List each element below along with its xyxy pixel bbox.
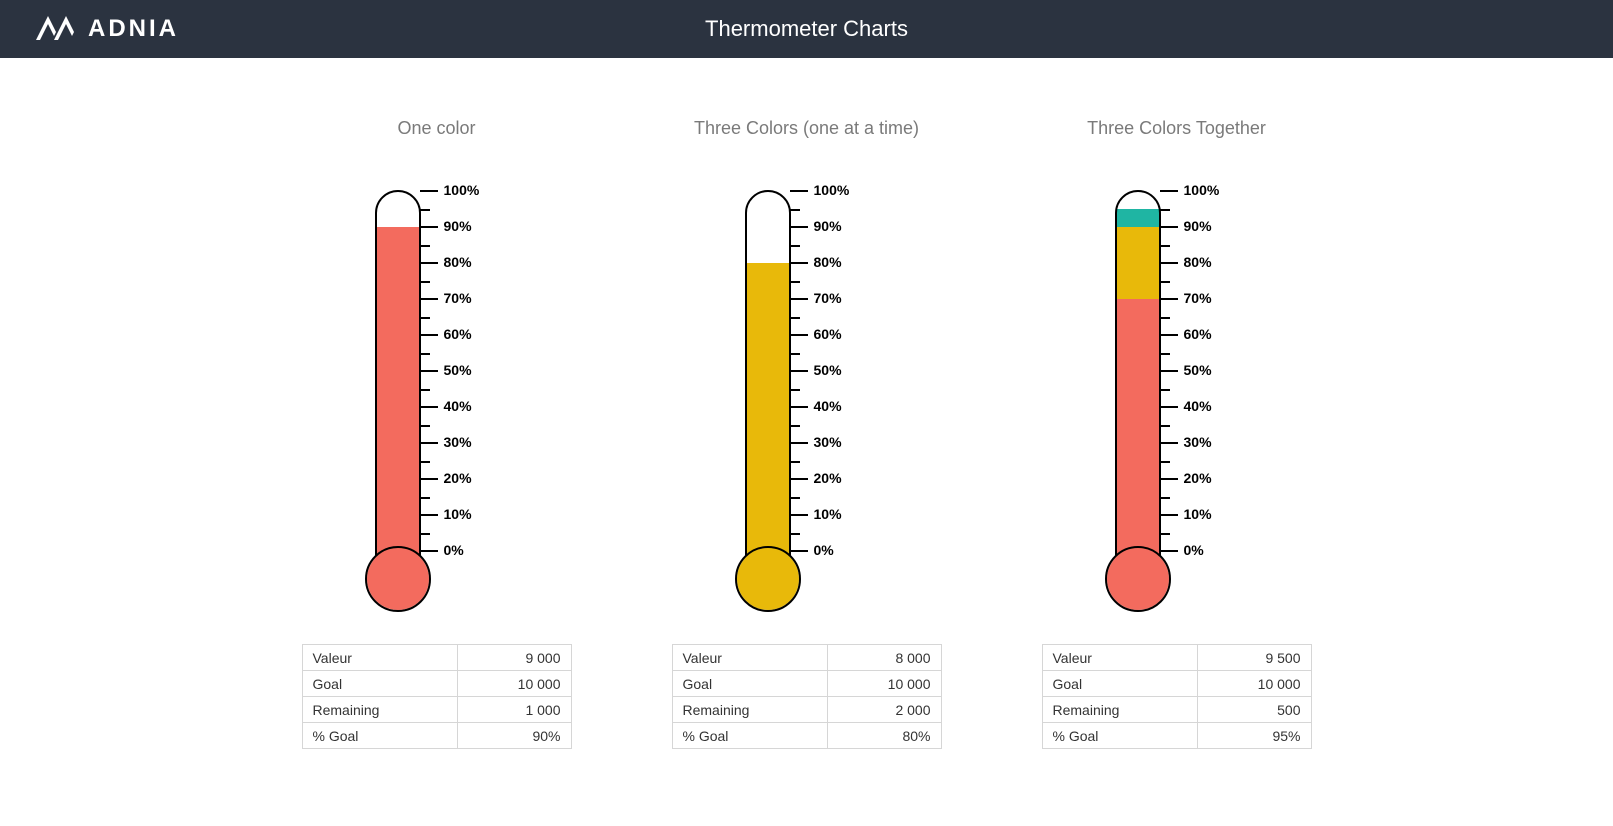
thermometer-bulb [1107,548,1169,610]
table-row: Goal10 000 [1042,671,1311,697]
tick-label: 100% [444,182,480,198]
tick-label: 90% [1184,218,1212,234]
tick-label: 10% [444,506,472,522]
table-row: Valeur8 000 [672,645,941,671]
table-row: Remaining500 [1042,697,1311,723]
table-label: Remaining [302,697,458,723]
thermometer-segment [377,227,419,551]
tick-label: 50% [444,362,472,378]
tick-label: 60% [814,326,842,342]
table-row: Remaining2 000 [672,697,941,723]
table-row: % Goal90% [302,723,571,749]
tick-label: 60% [1184,326,1212,342]
thermometer: 0% 10% 20% 30% 40% 50% 60% 70% 80% 90% 100% [1092,169,1262,614]
table-value: 90% [458,723,571,749]
table-label: Valeur [1042,645,1198,671]
tick-label: 20% [814,470,842,486]
tick-label: 80% [1184,254,1212,270]
table-value: 80% [828,723,941,749]
thermometer-segment [1117,299,1159,551]
brand-logo: ADNIA [34,12,179,47]
table-row: Valeur9 500 [1042,645,1311,671]
tick-label: 40% [444,398,472,414]
tick-label: 50% [814,362,842,378]
table-value: 9 500 [1198,645,1311,671]
tick-label: 0% [444,542,464,558]
tick-label: 100% [814,182,850,198]
chart-title: Three Colors (one at a time) [694,118,919,139]
chart-column-three-colors-one: Three Colors (one at a time) 0% 10% 20% 30% 4… [657,118,957,749]
chart-title: One color [397,118,475,139]
tick-label: 40% [1184,398,1212,414]
tick-label: 10% [1184,506,1212,522]
table-value: 500 [1198,697,1311,723]
table-row: % Goal80% [672,723,941,749]
tick-label: 90% [444,218,472,234]
chart-column-one-color: One color 0% 10% 20% 30% 40% 50% 60% 70% 80% 90% 10… [287,118,587,749]
charts-container: One color 0% 10% 20% 30% 40% 50% 60% 70% 80% 90% 10… [0,58,1613,749]
table-value: 10 000 [828,671,941,697]
tick-label: 0% [814,542,834,558]
thermometer-bulb [367,548,429,610]
tick-label: 100% [1184,182,1220,198]
tick-label: 80% [814,254,842,270]
tick-label: 70% [814,290,842,306]
tick-label: 0% [1184,542,1204,558]
tick-label: 70% [444,290,472,306]
chart-data-table: Valeur8 000Goal10 000Remaining2 000% Goa… [672,644,942,749]
tick-label: 90% [814,218,842,234]
table-value: 10 000 [458,671,571,697]
table-value: 1 000 [458,697,571,723]
brand-text: ADNIA [88,15,179,43]
chart-data-table: Valeur9 000Goal10 000Remaining1 000% Goa… [302,644,572,749]
table-label: Goal [302,671,458,697]
table-label: Remaining [1042,697,1198,723]
thermometer-segment [1117,209,1159,227]
tick-label: 30% [814,434,842,450]
table-value: 10 000 [1198,671,1311,697]
table-label: % Goal [302,723,458,749]
table-label: Valeur [302,645,458,671]
tick-label: 80% [444,254,472,270]
thermometer-bulb [737,548,799,610]
tick-label: 60% [444,326,472,342]
table-row: Goal10 000 [672,671,941,697]
table-label: % Goal [672,723,828,749]
header: ADNIA Thermometer Charts [0,0,1613,58]
tick-label: 10% [814,506,842,522]
table-value: 2 000 [828,697,941,723]
table-label: Goal [1042,671,1198,697]
table-label: Valeur [672,645,828,671]
thermometer: 0% 10% 20% 30% 40% 50% 60% 70% 80% 90% 100% [722,169,892,614]
table-label: Goal [672,671,828,697]
table-row: Goal10 000 [302,671,571,697]
tick-label: 30% [444,434,472,450]
thermometer: 0% 10% 20% 30% 40% 50% 60% 70% 80% 90% 100% [352,169,522,614]
table-value: 9 000 [458,645,571,671]
chart-column-three-colors-together: Three Colors Together 0% 10% 20% 30% 40% 50% 60… [1027,118,1327,749]
tick-label: 50% [1184,362,1212,378]
table-label: Remaining [672,697,828,723]
chart-data-table: Valeur9 500Goal10 000Remaining500% Goal9… [1042,644,1312,749]
table-value: 8 000 [828,645,941,671]
thermometer-segment [747,263,789,551]
chart-title: Three Colors Together [1087,118,1266,139]
page-title: Thermometer Charts [705,16,908,42]
tick-label: 40% [814,398,842,414]
table-row: Remaining1 000 [302,697,571,723]
logo-icon [34,12,76,47]
tick-label: 20% [1184,470,1212,486]
tick-label: 30% [1184,434,1212,450]
tick-label: 20% [444,470,472,486]
table-label: % Goal [1042,723,1198,749]
table-row: Valeur9 000 [302,645,571,671]
thermometer-segment [1117,227,1159,299]
table-value: 95% [1198,723,1311,749]
table-row: % Goal95% [1042,723,1311,749]
tick-label: 70% [1184,290,1212,306]
